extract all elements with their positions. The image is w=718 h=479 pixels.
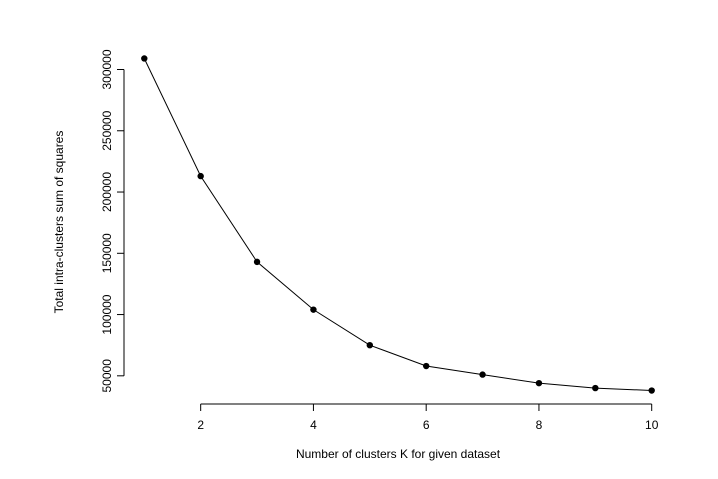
point bbox=[253, 258, 261, 266]
point bbox=[141, 55, 148, 62]
point bbox=[422, 362, 430, 370]
y-tick-label: 150000 bbox=[100, 233, 114, 273]
x-tick-label: 6 bbox=[423, 418, 430, 432]
y-tick-label: 100000 bbox=[100, 294, 114, 334]
x-tick-label: 10 bbox=[645, 418, 659, 432]
point bbox=[535, 379, 543, 387]
x-tick-label: 2 bbox=[197, 418, 204, 432]
y-tick-label: 300000 bbox=[100, 49, 114, 89]
y-tick-label: 200000 bbox=[100, 172, 114, 212]
y-tick-label: 50000 bbox=[100, 359, 114, 393]
y-axis-label: Total intra-clusters sum of squares bbox=[52, 131, 66, 314]
y-tick-label: 250000 bbox=[100, 110, 114, 150]
point bbox=[366, 341, 374, 349]
point bbox=[479, 371, 486, 378]
point bbox=[310, 306, 317, 313]
point bbox=[197, 172, 204, 180]
line bbox=[143, 58, 652, 392]
x-tick-label: 4 bbox=[310, 418, 317, 432]
point bbox=[648, 387, 655, 394]
point bbox=[592, 384, 599, 392]
x-axis-label: Number of clusters K for given dataset bbox=[296, 447, 501, 461]
x-tick-label: 8 bbox=[536, 418, 543, 432]
